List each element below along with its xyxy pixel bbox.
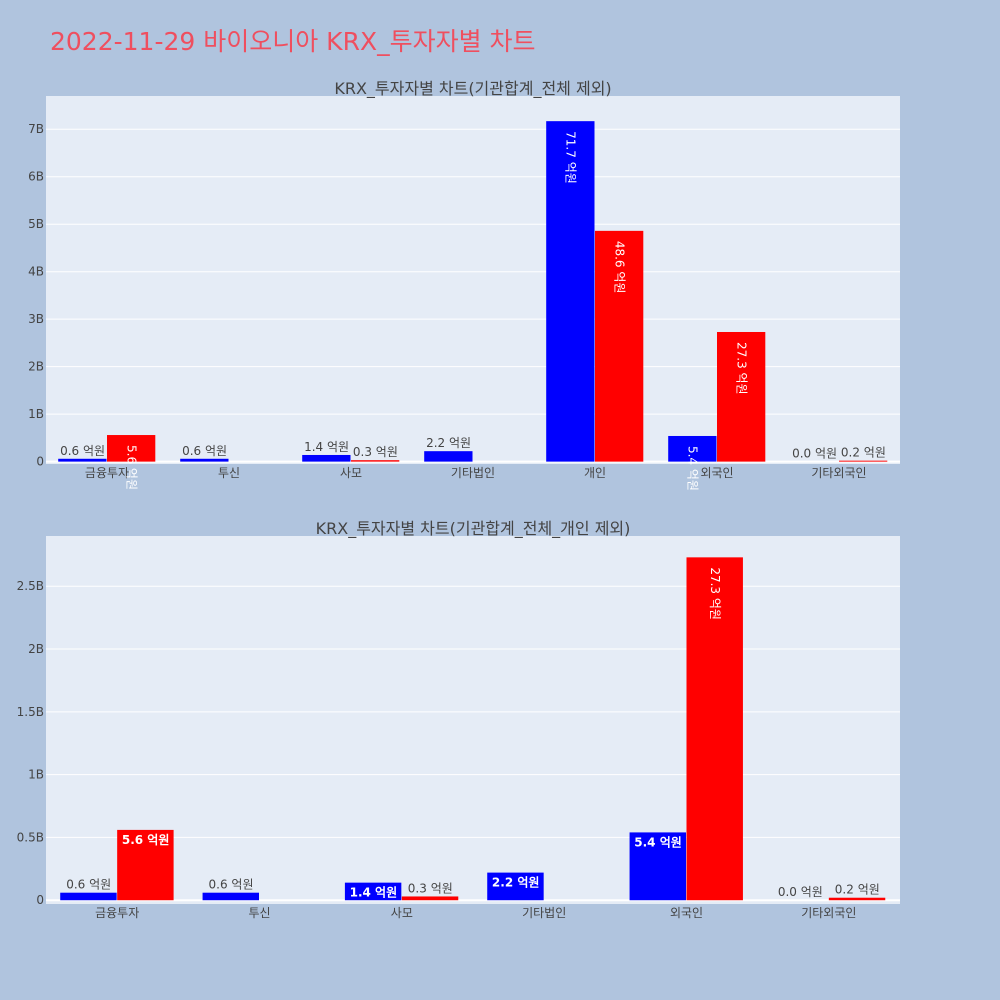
chart-title: KRX_투자자별 차트(기관합계_전체 제외) [334,79,611,99]
bar [546,121,595,462]
bar [351,460,400,462]
data-label: 0.0 억원 [778,885,823,899]
y-tick-label: 2.5B [17,579,44,593]
x-tick-label: 기타법인 [451,466,495,480]
x-tick-label: 기타법인 [522,906,566,920]
data-label: 0.6 억원 [66,878,111,892]
page-title: 2022-11-29 바이오니아 KRX_투자자별 차트 [50,27,536,56]
bar [58,458,107,462]
data-label: 2.2 억원 [426,436,471,450]
bar [629,832,686,901]
y-tick-label: 5B [28,217,44,231]
y-tick-label: 2B [28,642,44,656]
data-label: 0.6 억원 [182,444,227,458]
x-tick-label: 투신 [218,466,240,480]
chart-title: KRX_투자자별 차트(기관합계_전체_개인 제외) [316,519,631,539]
data-label: 0.6 억원 [209,878,254,892]
bar [668,435,717,462]
data-label: 0.3 억원 [353,445,398,459]
x-tick-label: 기타외국인 [811,466,866,480]
x-tick-label: 개인 [584,466,606,480]
chart-2: 0 0.5B 1B 1.5B 2B 2.5B KRX_투자자별 차트(기관합계_전체_개인 … [17,519,900,920]
data-label: 71.7 억원 [564,131,578,184]
data-label: 27.3 억원 [734,342,748,395]
y-tick-label: 4B [28,265,44,279]
bar [487,872,544,901]
x-tick-label: 금융투자 [95,906,139,920]
data-label: 5.4 억원 [634,835,682,849]
bar [401,896,459,901]
y-tick-label: 7B [28,122,44,136]
bar [595,230,644,462]
data-label: 2.2 억원 [492,876,540,890]
data-label: 0.3 억원 [408,881,453,895]
bar [344,882,402,901]
bar [117,829,174,901]
x-tick-label: 외국인 [670,906,703,920]
data-label: 0.6 억원 [60,444,105,458]
bar [828,897,886,901]
y-tick-label: 0 [36,893,44,907]
y-tick-label: 1.5B [17,705,44,719]
bar [60,892,117,901]
data-label: 0.0 억원 [792,447,837,461]
x-tick-label: 사모 [391,906,413,920]
data-label: 27.3 억원 [708,567,722,620]
data-label: 5.6 억원 [124,445,138,490]
bar [180,458,229,462]
bar [686,557,743,901]
data-label: 1.4 억원 [350,886,398,900]
data-label: 0.2 억원 [841,446,886,460]
data-label: 1.4 억원 [304,440,349,454]
bar [202,892,259,901]
x-tick-label: 투신 [248,906,270,920]
bar [107,435,156,462]
y-tick-label: 6B [28,170,44,184]
plot-area [46,536,900,904]
x-tick-label: 외국인 [700,466,733,480]
data-label: 5.6 억원 [122,833,170,847]
bar [424,451,473,462]
plot-area [46,96,900,464]
x-tick-label: 금융투자 [85,466,129,480]
y-tick-label: 1B [28,407,44,421]
bar [839,460,888,462]
bar [717,331,766,462]
x-tick-label: 사모 [340,466,362,480]
y-tick-label: 0 [36,455,44,469]
bar [302,454,351,462]
data-label: 0.2 억원 [835,883,880,897]
y-tick-label: 1B [28,768,44,782]
data-label: 48.6 억원 [612,241,626,294]
chart-1: 0 1B 2B 3B 4B 5B 6B 7B KRX_투자자별 차트(기관합계_전체 제외) 금융… [28,79,900,491]
x-tick-label: 기타외국인 [801,906,856,920]
y-tick-label: 0.5B [17,830,44,844]
y-tick-label: 2B [28,360,44,374]
data-label: 5.4 억원 [686,446,700,491]
y-tick-label: 3B [28,312,44,326]
